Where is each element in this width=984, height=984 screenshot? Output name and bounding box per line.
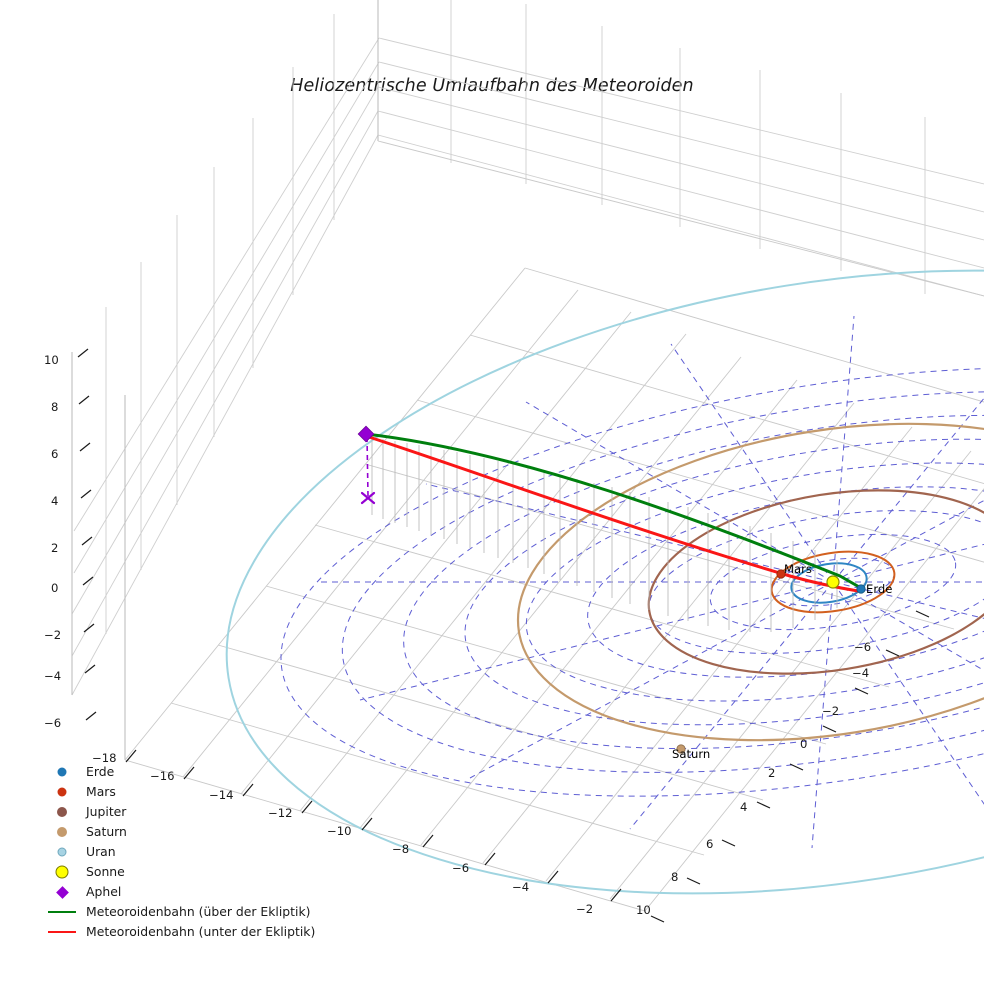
legend-label-bahn-unter: Meteoroidenbahn (unter der Ekliptik) xyxy=(86,924,316,939)
z-tick-label: 10 xyxy=(44,353,59,367)
legend: Erde Mars Jupiter Saturn Uran xyxy=(46,762,376,942)
legend-marker-aphel-icon xyxy=(46,882,86,902)
legend-marker-sonne-icon xyxy=(46,862,86,882)
legend-marker-jupiter-icon xyxy=(46,802,86,822)
axes-pane-floor xyxy=(124,140,984,912)
legend-label-sonne: Sonne xyxy=(86,864,125,879)
z-tick-label: 0 xyxy=(51,581,59,595)
legend-item-bahn-unter[interactable]: Meteoroidenbahn (unter der Ekliptik) xyxy=(46,922,376,942)
legend-label-jupiter: Jupiter xyxy=(86,804,127,819)
orbit-uran xyxy=(225,269,984,895)
legend-label-aphel: Aphel xyxy=(86,884,122,899)
body-label-saturn: Saturn xyxy=(672,747,711,761)
legend-marker-erde-icon xyxy=(46,762,86,782)
page-title: Heliozentrische Umlaufbahn des Meteoroid… xyxy=(290,76,694,96)
legend-item-jupiter[interactable]: Jupiter xyxy=(46,802,376,822)
x-tick-label: −10 xyxy=(327,824,352,838)
trajectory-above-ecliptic xyxy=(364,432,863,590)
y-tick-label: −6 xyxy=(854,640,872,654)
legend-item-aphel[interactable]: Aphel xyxy=(46,882,376,902)
x-tick-label: −12 xyxy=(268,806,293,820)
y-tick-label: −4 xyxy=(852,666,870,680)
legend-item-mars[interactable]: Mars xyxy=(46,782,376,802)
orbit-saturn xyxy=(516,422,984,742)
legend-item-erde[interactable]: Erde xyxy=(46,762,376,782)
axes-pane-back-left xyxy=(71,0,380,696)
orbit-erde xyxy=(790,562,868,604)
legend-label-bahn-ueber: Meteoroidenbahn (über der Ekliptik) xyxy=(86,904,311,919)
aphel-marker-diamond[interactable] xyxy=(357,425,375,443)
y-tick-label: 2 xyxy=(768,766,776,780)
trajectory-below-ecliptic xyxy=(364,434,860,593)
trajectory-stems xyxy=(371,437,838,632)
x-tick-label: −16 xyxy=(150,769,175,783)
body-marker-mars[interactable] xyxy=(776,569,786,579)
x-tick-label: −8 xyxy=(392,842,410,856)
z-tick-label: 8 xyxy=(51,400,59,414)
legend-label-saturn: Saturn xyxy=(86,824,127,839)
y-tick-label: 6 xyxy=(706,837,714,851)
body-marker-erde[interactable] xyxy=(856,584,866,594)
legend-marker-saturn-icon xyxy=(46,822,86,842)
orbit-mars xyxy=(770,550,896,614)
legend-label-uran: Uran xyxy=(86,844,116,859)
axes-corner-edges xyxy=(71,0,379,760)
legend-item-uran[interactable]: Uran xyxy=(46,842,376,862)
legend-item-bahn-ueber[interactable]: Meteoroidenbahn (über der Ekliptik) xyxy=(46,902,376,922)
x-tick-label: −6 xyxy=(452,861,470,875)
x-tick-label: −18 xyxy=(92,751,117,765)
y-tick-label: 10 xyxy=(636,903,651,917)
z-tick-label: −2 xyxy=(44,628,62,642)
body-marker-sonne[interactable] xyxy=(826,575,840,589)
y-tick-label: 0 xyxy=(800,737,808,751)
y-tick-label: 8 xyxy=(671,870,679,884)
legend-label-mars: Mars xyxy=(86,784,116,799)
z-tick-label: 4 xyxy=(51,494,59,508)
body-label-erde: Erde xyxy=(866,582,893,596)
legend-item-saturn[interactable]: Saturn xyxy=(46,822,376,842)
z-tick-label: 6 xyxy=(51,447,59,461)
aphel-projection-line xyxy=(366,436,369,497)
body-marker-saturn[interactable] xyxy=(676,744,686,754)
axes-pane-back-right xyxy=(377,0,984,297)
x-tick-label: −4 xyxy=(512,880,530,894)
legend-label-erde: Erde xyxy=(86,764,115,779)
z-tick-label: −4 xyxy=(44,669,62,683)
y-tick-label: −2 xyxy=(822,704,840,718)
legend-item-sonne[interactable]: Sonne xyxy=(46,862,376,882)
legend-line-bahn-ueber-icon xyxy=(46,902,86,922)
legend-marker-uran-icon xyxy=(46,842,86,862)
orbit-jupiter xyxy=(647,489,984,675)
aphel-projection-cross-marker[interactable] xyxy=(360,491,376,505)
legend-marker-mars-icon xyxy=(46,782,86,802)
legend-line-bahn-unter-icon xyxy=(46,922,86,942)
body-label-mars: Mars xyxy=(784,562,812,576)
x-tick-label: −14 xyxy=(209,788,234,802)
y-tick-label: 4 xyxy=(740,800,748,814)
z-tick-label: 2 xyxy=(51,541,59,555)
z-tick-label: −6 xyxy=(44,716,62,730)
axis-ticks xyxy=(77,348,930,923)
x-tick-label: −2 xyxy=(576,902,594,916)
